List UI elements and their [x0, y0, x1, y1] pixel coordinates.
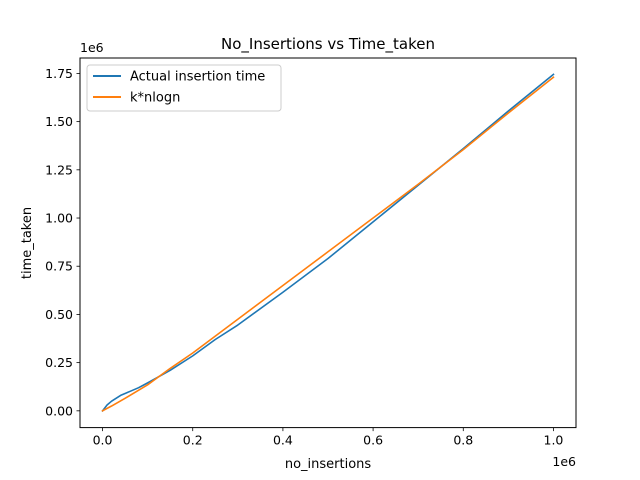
y-axis-label: time_taken — [20, 207, 35, 279]
legend: Actual insertion time k*nlogn — [86, 64, 282, 112]
x-tick-label: 0.2 — [183, 433, 203, 448]
y-axis-ticks: 0.00 0.25 0.50 0.75 1.00 1.25 1.50 1.75 — [45, 66, 80, 418]
y-tick-label: 1.00 — [45, 211, 73, 226]
chart-title: No_Insertions vs Time_taken — [221, 35, 435, 54]
y-offset-text: 1e6 — [80, 40, 104, 55]
x-tick-label: 0.8 — [453, 433, 473, 448]
y-tick-label: 0.50 — [45, 307, 73, 322]
y-tick-label: 1.75 — [45, 66, 73, 81]
x-offset-text: 1e6 — [552, 454, 576, 469]
legend-label-actual-insertion-time: Actual insertion time — [130, 70, 265, 85]
legend-box — [86, 64, 282, 112]
x-axis-ticks: 0.0 0.2 0.4 0.6 0.8 1.0 — [93, 427, 564, 448]
x-tick-label: 1.0 — [544, 433, 564, 448]
y-tick-label: 0.00 — [45, 403, 73, 418]
series-layer — [101, 73, 555, 412]
y-tick-label: 1.25 — [45, 162, 73, 177]
plot-frame — [79, 57, 577, 429]
x-tick-label: 0.4 — [273, 433, 293, 448]
x-tick-label: 0.0 — [93, 433, 113, 448]
legend-label-k-nlogn: k*nlogn — [130, 91, 180, 106]
y-tick-label: 1.50 — [45, 114, 73, 129]
y-tick-label: 0.75 — [45, 259, 73, 274]
series-line-k-nlogn — [101, 76, 555, 412]
x-tick-label: 0.6 — [363, 433, 383, 448]
x-axis-label: no_insertions — [285, 457, 372, 472]
y-tick-label: 0.25 — [45, 355, 73, 370]
